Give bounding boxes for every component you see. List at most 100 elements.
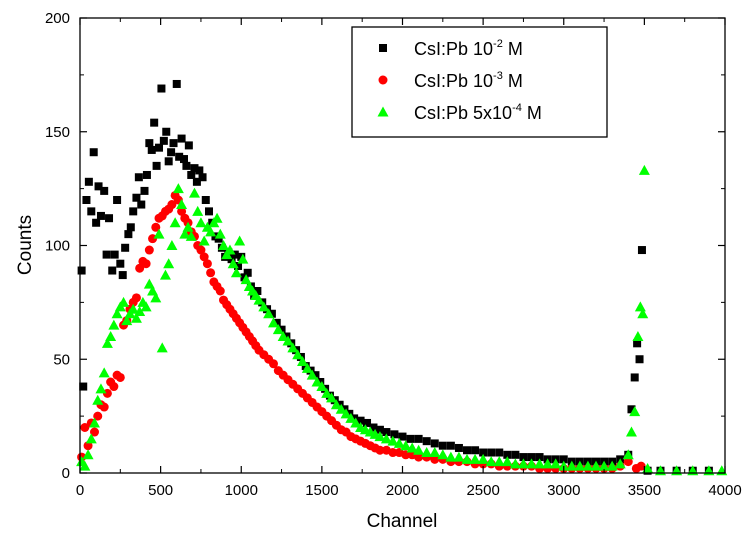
data-point: [495, 448, 504, 457]
data-point: [335, 403, 347, 414]
data-point: [401, 450, 411, 460]
data-point: [282, 332, 291, 341]
y-tick-label: 50: [53, 351, 70, 368]
data-point: [477, 453, 489, 464]
data-point: [630, 373, 639, 382]
data-point: [301, 362, 313, 373]
data-point: [134, 173, 143, 182]
data-point: [121, 315, 133, 326]
data-point: [253, 287, 262, 295]
data-point: [182, 221, 194, 232]
data-point: [398, 432, 407, 441]
data-point: [195, 166, 204, 175]
data-point: [196, 245, 206, 255]
data-point: [109, 382, 119, 392]
data-point: [527, 453, 536, 462]
data-point: [176, 199, 188, 210]
legend: CsI:Pb 10-2 M CsI:Pb 10-3 M CsI:Pb 5x10-4 …: [351, 26, 608, 138]
data-point: [137, 200, 146, 209]
data-point: [153, 228, 165, 239]
data-point: [108, 319, 120, 330]
y-tick-label: 200: [45, 10, 70, 27]
data-point: [625, 426, 637, 437]
data-point: [201, 196, 210, 204]
data-point: [363, 418, 372, 427]
data-point: [375, 445, 385, 455]
data-point: [192, 177, 201, 186]
data-point: [566, 460, 578, 471]
data-point: [406, 434, 415, 443]
data-point: [211, 212, 223, 223]
data-point: [350, 414, 359, 423]
data-point: [89, 417, 101, 428]
data-point: [102, 250, 111, 259]
data-point: [634, 301, 646, 312]
data-point: [493, 456, 505, 467]
data-point: [99, 402, 109, 412]
data-point: [199, 252, 209, 262]
data-point: [175, 152, 184, 161]
data-point: [277, 331, 289, 341]
data-point: [637, 246, 646, 255]
data-point: [445, 451, 457, 462]
data-point: [297, 356, 309, 367]
data-point: [126, 223, 135, 232]
data-point: [151, 222, 161, 232]
data-point: [414, 452, 424, 462]
data-point: [131, 293, 141, 303]
data-point: [400, 440, 412, 451]
data-point: [387, 435, 399, 446]
data-point: [105, 214, 114, 223]
data-point: [316, 378, 325, 386]
data-point: [167, 148, 176, 157]
data-point: [101, 337, 113, 348]
data-point: [214, 234, 223, 243]
data-point: [345, 412, 357, 423]
data-point: [356, 416, 365, 425]
data-point: [177, 134, 186, 143]
data-point: [77, 266, 86, 275]
data-point: [633, 339, 642, 348]
x-tick-label: 4000: [708, 482, 741, 499]
data-point: [172, 79, 181, 88]
data-point: [463, 446, 471, 455]
y-axis-title: Counts: [15, 215, 36, 275]
data-point: [85, 433, 97, 444]
data-point: [83, 441, 93, 451]
data-point: [258, 301, 270, 312]
data-point: [574, 460, 586, 471]
data-point: [335, 400, 344, 409]
data-point: [487, 448, 496, 457]
data-point: [224, 244, 236, 255]
data-point: [95, 383, 107, 394]
data-point: [167, 200, 177, 210]
x-tick-label: 2500: [466, 482, 499, 499]
data-point: [316, 381, 328, 392]
data-point: [234, 235, 246, 246]
data-point: [598, 460, 610, 471]
data-point: [430, 439, 439, 448]
data-point: [164, 157, 173, 166]
data-point: [98, 367, 110, 378]
data-point: [559, 455, 568, 464]
data-point: [272, 318, 281, 327]
data-point: [627, 405, 636, 414]
data-point: [234, 261, 243, 270]
data-point: [326, 392, 338, 403]
data-point: [96, 211, 105, 220]
data-point: [550, 458, 562, 469]
x-tick-label: 2000: [386, 482, 419, 499]
legend-label: CsI:Pb 10-3 M: [414, 70, 523, 91]
data-point: [277, 325, 286, 334]
data-point: [422, 437, 431, 446]
data-point: [227, 255, 236, 264]
data-point: [243, 268, 252, 277]
data-point: [614, 458, 626, 469]
data-point: [374, 431, 386, 442]
data-point: [90, 427, 100, 437]
data-point: [202, 259, 212, 269]
data-point: [185, 230, 197, 241]
data-point: [118, 296, 130, 307]
data-point: [79, 460, 91, 471]
series-1: [77, 79, 713, 475]
